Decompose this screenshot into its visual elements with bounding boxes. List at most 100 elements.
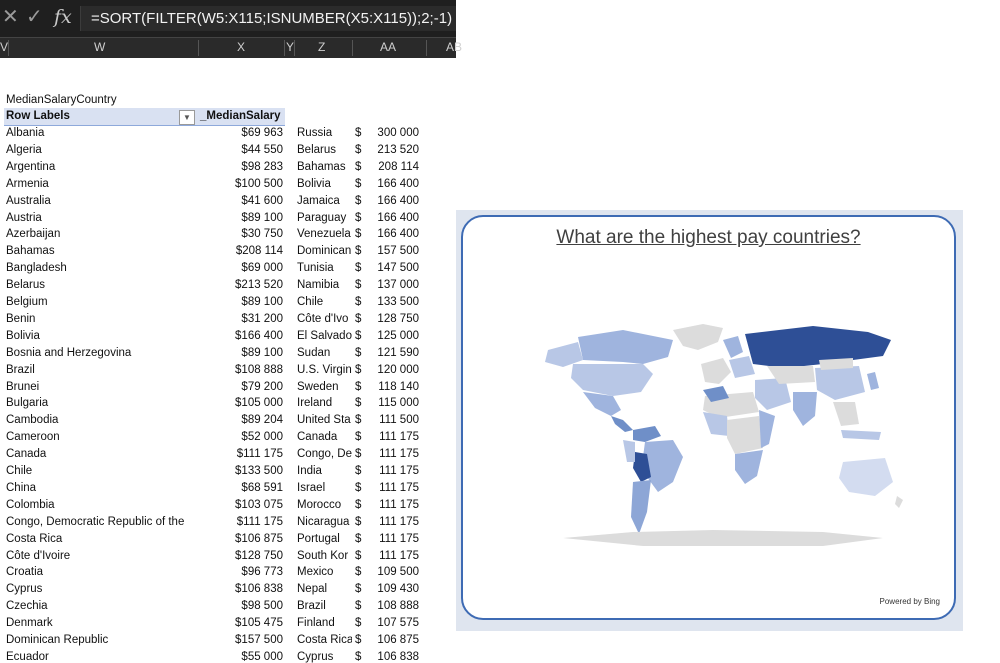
pivot-row-country[interactable]: Cyprus <box>6 583 43 595</box>
column-header-w[interactable]: W <box>94 40 106 54</box>
median-salary-header[interactable]: _MedianSalary <box>200 110 281 122</box>
sorted-country[interactable]: Russia <box>297 127 333 139</box>
sorted-country[interactable]: Morocco <box>297 499 342 511</box>
sorted-salary[interactable]: 133 500 <box>377 296 419 308</box>
cancel-icon[interactable]: ✕ <box>2 6 19 28</box>
pivot-row-salary[interactable]: $166 400 <box>235 330 283 342</box>
pivot-row-country[interactable]: Colombia <box>6 499 55 511</box>
sorted-salary[interactable]: 120 000 <box>377 364 419 376</box>
pivot-row-salary[interactable]: $111 175 <box>236 516 283 528</box>
pivot-row-country[interactable]: Argentina <box>6 161 56 173</box>
pivot-row-country[interactable]: China <box>6 482 37 494</box>
column-header-z[interactable]: Z <box>318 40 326 54</box>
pivot-row-country[interactable]: Albania <box>6 127 45 139</box>
pivot-row-salary[interactable]: $68 591 <box>241 482 283 494</box>
sorted-salary[interactable]: 166 400 <box>377 228 419 240</box>
pivot-row-country[interactable]: Armenia <box>6 178 49 190</box>
pivot-row-country[interactable]: Belgium <box>6 296 48 308</box>
sorted-country[interactable]: Cyprus <box>297 651 334 663</box>
pivot-row-salary[interactable]: $133 500 <box>235 465 283 477</box>
pivot-row-salary[interactable]: $106 838 <box>235 583 283 595</box>
pivot-row-country[interactable]: Brazil <box>6 364 35 376</box>
pivot-row-country[interactable]: Bulgaria <box>6 397 49 409</box>
sorted-country[interactable]: Chile <box>297 296 324 308</box>
sorted-salary[interactable]: 111 500 <box>379 414 419 426</box>
pivot-row-country[interactable]: Congo, Democratic Republic of the <box>6 516 185 528</box>
sorted-salary[interactable]: 111 175 <box>379 482 419 494</box>
column-header-aa[interactable]: AA <box>380 40 397 54</box>
sorted-salary[interactable]: 111 175 <box>379 550 419 562</box>
pivot-row-country[interactable]: Bangladesh <box>6 262 67 274</box>
pivot-row-country[interactable]: Canada <box>6 448 47 460</box>
insert-function-icon[interactable]: fx <box>54 6 72 28</box>
pivot-row-country[interactable]: Costa Rica <box>6 533 63 545</box>
formula-input[interactable]: =SORT(FILTER(W5:X115;ISNUMBER(X5:X115));… <box>80 6 456 31</box>
pivot-row-country[interactable]: Benin <box>6 313 36 325</box>
pivot-row-salary[interactable]: $44 550 <box>241 144 283 156</box>
sorted-salary[interactable]: 106 875 <box>377 634 419 646</box>
pivot-row-salary[interactable]: $69 000 <box>241 262 283 274</box>
sorted-salary[interactable]: 111 175 <box>379 516 419 528</box>
sorted-salary[interactable]: 121 590 <box>377 347 419 359</box>
sorted-salary[interactable]: 157 500 <box>377 245 419 257</box>
sorted-country[interactable]: Congo, De <box>297 448 352 460</box>
pivot-row-country[interactable]: Bosnia and Herzegovina <box>6 347 132 359</box>
sorted-salary[interactable]: 128 750 <box>377 313 419 325</box>
pivot-row-salary[interactable]: $106 875 <box>235 533 283 545</box>
pivot-row-country[interactable]: Austria <box>6 212 42 224</box>
sorted-country[interactable]: India <box>297 465 322 477</box>
sorted-salary[interactable]: 108 888 <box>377 600 419 612</box>
pivot-row-salary[interactable]: $41 600 <box>241 195 283 207</box>
sorted-country[interactable]: Sudan <box>297 347 331 359</box>
sorted-salary[interactable]: 125 000 <box>377 330 419 342</box>
sorted-country[interactable]: Portugal <box>297 533 340 545</box>
sorted-country[interactable]: Venezuela <box>297 228 351 240</box>
sorted-country[interactable]: South Kor <box>297 550 349 562</box>
sorted-salary[interactable]: 118 140 <box>378 381 419 393</box>
sorted-salary[interactable]: 107 575 <box>377 617 419 629</box>
sorted-salary[interactable]: 300 000 <box>377 127 419 139</box>
pivot-row-country[interactable]: Algeria <box>6 144 42 156</box>
pivot-row-country[interactable]: Czechia <box>6 600 48 612</box>
sorted-country[interactable]: Paraguay <box>297 212 347 224</box>
pivot-row-country[interactable]: Denmark <box>6 617 53 629</box>
sorted-salary[interactable]: 106 838 <box>377 651 419 663</box>
sorted-country[interactable]: United Sta <box>297 414 351 426</box>
row-labels-header[interactable]: Row Labels <box>6 110 70 122</box>
pivot-row-salary[interactable]: $31 200 <box>241 313 283 325</box>
sorted-country[interactable]: Nicaragua <box>297 516 350 528</box>
sorted-salary[interactable]: 166 400 <box>377 178 419 190</box>
sorted-salary[interactable]: 166 400 <box>377 212 419 224</box>
filter-dropdown-icon[interactable]: ▼ <box>179 110 195 125</box>
sorted-salary[interactable]: 111 175 <box>379 499 419 511</box>
sorted-country[interactable]: Canada <box>297 431 338 443</box>
sorted-country[interactable]: Brazil <box>297 600 326 612</box>
sorted-salary[interactable]: 147 500 <box>377 262 419 274</box>
pivot-row-country[interactable]: Bolivia <box>6 330 40 342</box>
sorted-country[interactable]: Nepal <box>297 583 328 595</box>
pivot-row-salary[interactable]: $89 204 <box>241 414 283 426</box>
pivot-row-country[interactable]: Côte d'Ivoire <box>6 550 71 562</box>
pivot-row-salary[interactable]: $55 000 <box>241 651 283 663</box>
pivot-row-country[interactable]: Ecuador <box>6 651 49 663</box>
pivot-row-salary[interactable]: $79 200 <box>241 381 283 393</box>
sorted-country[interactable]: Costa Rica <box>297 634 352 646</box>
pivot-row-country[interactable]: Dominican Republic <box>6 634 109 646</box>
pivot-row-country[interactable]: Chile <box>6 465 33 477</box>
sorted-country[interactable]: Jamaica <box>297 195 340 207</box>
column-header-v[interactable]: V <box>0 40 9 54</box>
sorted-country[interactable]: U.S. Virgin <box>297 364 352 376</box>
pivot-row-salary[interactable]: $96 773 <box>241 566 283 578</box>
pivot-row-salary[interactable]: $98 500 <box>241 600 283 612</box>
column-header-x[interactable]: X <box>237 40 246 54</box>
sorted-country[interactable]: Tunisia <box>297 262 334 274</box>
pivot-row-salary[interactable]: $69 963 <box>241 127 283 139</box>
sorted-country[interactable]: Belarus <box>297 144 336 156</box>
sorted-salary[interactable]: 109 430 <box>377 583 419 595</box>
map-chart[interactable]: What are the highest pay countries? <box>461 215 956 620</box>
pivot-row-country[interactable]: Brunei <box>6 381 40 393</box>
pivot-row-salary[interactable]: $128 750 <box>235 550 283 562</box>
sorted-country[interactable]: Ireland <box>297 397 333 409</box>
pivot-row-country[interactable]: Belarus <box>6 279 45 291</box>
sorted-country[interactable]: Bolivia <box>297 178 331 190</box>
